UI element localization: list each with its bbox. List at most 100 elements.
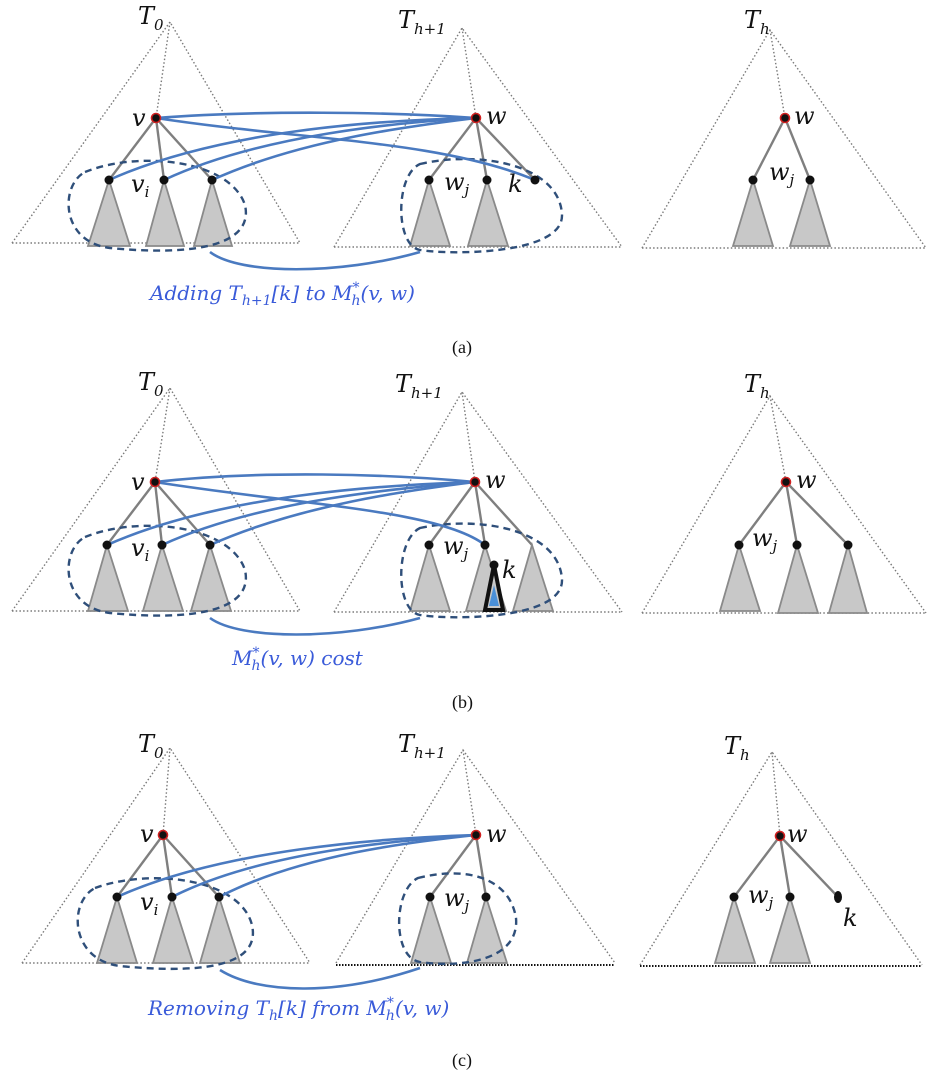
- node-label-w-th: w: [796, 466, 817, 494]
- subtree-group-ellipse: [400, 522, 564, 619]
- child-node: [482, 175, 492, 185]
- subtree-group-ellipse: [400, 157, 564, 254]
- tree-edge: [154, 117, 166, 181]
- panel-b: T0 Th+1 Th v vi w wj k w wj M* h(v, w) co…: [11, 368, 927, 713]
- node-label-vi: vi: [131, 534, 150, 565]
- tree-edge: [108, 117, 157, 181]
- panel-label-a: (a): [452, 337, 472, 358]
- matching-edge: [155, 111, 477, 120]
- subtree: [466, 176, 510, 247]
- node-label-wj-th: wj: [752, 524, 778, 555]
- node-label-k: k: [843, 904, 858, 932]
- subtree-k-fill: [489, 585, 499, 606]
- caption-a: Adding Th+1[k] to M* h(v, w): [148, 280, 415, 309]
- panel-label-c: (c): [452, 1050, 472, 1071]
- path-edge: [769, 29, 786, 119]
- subtree: [731, 176, 775, 247]
- tree-edge: [429, 834, 477, 898]
- child-node: [159, 175, 169, 185]
- child-node: [424, 175, 434, 185]
- matching-edge: [106, 480, 476, 547]
- root-node-v: [157, 829, 169, 841]
- tree-edge: [106, 481, 156, 546]
- panel-c: T0 Th+1 Th v vi w wj w wj k Removing Th[…: [21, 730, 923, 1071]
- tree-outline: [641, 394, 927, 614]
- node-label-w-th: w: [787, 820, 808, 848]
- matching-edge: [116, 833, 477, 899]
- tree-outline: [641, 28, 927, 249]
- tree-label-th: Th: [744, 370, 770, 402]
- subtree-group-ellipse: [67, 159, 248, 252]
- subtree: [86, 541, 130, 612]
- node-k: [834, 891, 842, 903]
- node-label-w: w: [486, 102, 507, 130]
- tree-edge: [153, 481, 164, 546]
- path-edge: [154, 387, 171, 483]
- path-edge: [162, 747, 171, 836]
- subtree: [192, 176, 234, 247]
- tree-edge: [738, 481, 787, 546]
- path-edge: [462, 749, 477, 836]
- node-label-w: w: [485, 466, 506, 494]
- tree-label-t0: T0: [138, 2, 164, 34]
- ellipse-connector: [209, 616, 421, 636]
- panel-a: T0 Th+1 Th v vi w wj k w wj Adding Th+1[…: [11, 2, 927, 358]
- subtree: [141, 541, 185, 612]
- matching-edge: [171, 833, 477, 899]
- child-node: [748, 175, 758, 185]
- node-label-v: v: [140, 820, 154, 848]
- path-edge: [155, 21, 171, 119]
- subtree: [144, 176, 186, 247]
- node-label-wj: wj: [443, 532, 469, 563]
- path-edge: [461, 391, 476, 483]
- matching-edge: [154, 473, 476, 484]
- caption-b: M* h(v, w) cost: [231, 645, 364, 674]
- node-label-vi: vi: [131, 170, 150, 201]
- root-node-w: [470, 112, 482, 124]
- tree-t0-c: [21, 746, 311, 964]
- subtree: [408, 541, 452, 612]
- matching-edge: [154, 480, 486, 547]
- tree-th1-b: [333, 390, 623, 613]
- caption-c: Removing Th[k] from M* h(v, w): [147, 995, 449, 1024]
- matching-edge: [155, 116, 536, 182]
- child-node: [167, 892, 177, 902]
- tree-edge: [162, 834, 220, 898]
- child-node: [214, 892, 224, 902]
- tree-label-t0: T0: [138, 368, 164, 400]
- child-node: [785, 892, 795, 902]
- child-node-k: [530, 175, 540, 185]
- matching-edge: [211, 116, 477, 182]
- tree-edge: [474, 117, 489, 181]
- ellipse-connector: [219, 966, 421, 990]
- tree-label-th1: Th+1: [398, 730, 446, 762]
- root-node-w: [470, 829, 482, 841]
- tree-edge: [779, 835, 839, 898]
- node-label-wj-th: wj: [769, 158, 795, 189]
- child-node: [805, 175, 815, 185]
- matching-edge: [161, 480, 476, 547]
- child-node: [424, 540, 434, 550]
- matching-edge: [218, 833, 477, 899]
- tree-edge: [783, 117, 812, 181]
- subtree: [95, 893, 139, 964]
- matching-edge: [163, 116, 477, 182]
- path-edge: [461, 27, 477, 119]
- tree-th1-a: [333, 26, 623, 248]
- tree-t0-a: [11, 20, 301, 247]
- child-node: [104, 175, 114, 185]
- child-node: [102, 540, 112, 550]
- node-label-wj-th: wj: [748, 881, 774, 912]
- path-edge: [771, 751, 781, 837]
- subtree: [86, 177, 132, 247]
- subtree: [151, 893, 195, 964]
- subtree: [713, 893, 757, 964]
- child-node: [843, 540, 853, 550]
- subtree-group-ellipse: [67, 524, 248, 617]
- tree-t0-b: [11, 386, 301, 612]
- node-label-k: k: [508, 170, 523, 198]
- tree-edge: [475, 117, 536, 181]
- tree-edge: [473, 481, 487, 546]
- root-node-v: [149, 476, 161, 488]
